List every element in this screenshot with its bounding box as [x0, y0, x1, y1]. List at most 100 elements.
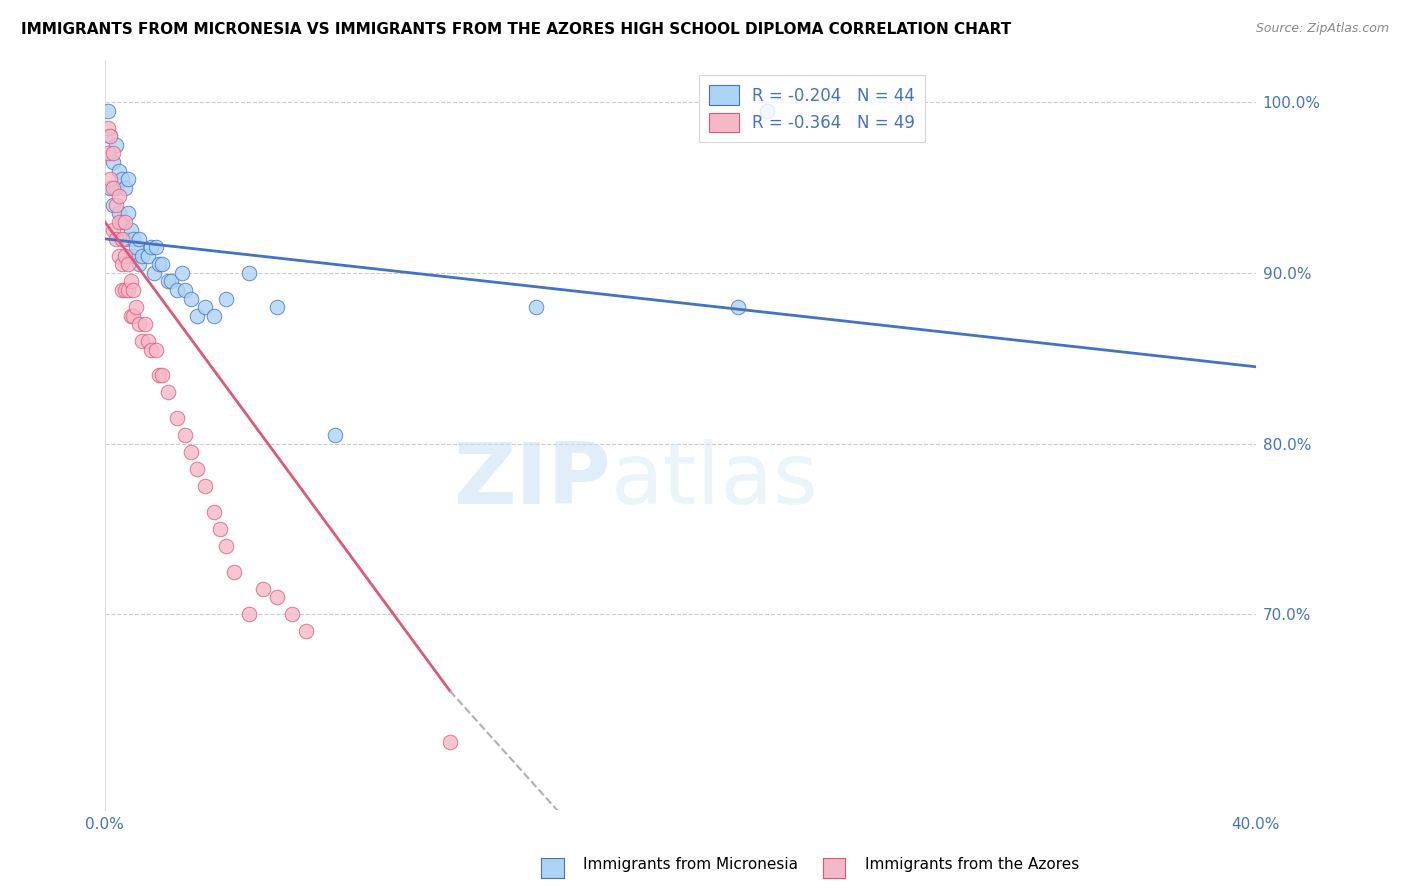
Point	[145, 240, 167, 254]
Point	[96, 120, 118, 135]
Point	[323, 428, 346, 442]
Point	[148, 257, 170, 271]
Point	[100, 129, 122, 144]
Point	[105, 137, 128, 152]
Point	[103, 155, 125, 169]
Point	[202, 309, 225, 323]
Point	[117, 257, 139, 271]
Text: Immigrants from the Azores: Immigrants from the Azores	[865, 857, 1078, 872]
Point	[111, 283, 134, 297]
Point	[103, 197, 125, 211]
Point	[131, 334, 153, 348]
Point	[114, 180, 136, 194]
Point	[524, 300, 547, 314]
Point	[117, 283, 139, 297]
Point	[103, 180, 125, 194]
Point	[111, 172, 134, 186]
Point	[100, 129, 122, 144]
Point	[125, 300, 148, 314]
Point	[108, 189, 131, 203]
Point	[100, 172, 122, 186]
Legend: R = -0.204   N = 44, R = -0.364   N = 49: R = -0.204 N = 44, R = -0.364 N = 49	[699, 76, 925, 143]
Point	[103, 223, 125, 237]
Point	[295, 624, 318, 639]
Point	[238, 266, 260, 280]
Point	[266, 300, 288, 314]
Point	[202, 505, 225, 519]
Point	[180, 445, 202, 459]
Point	[136, 334, 159, 348]
Point	[105, 197, 128, 211]
Point	[194, 300, 217, 314]
Point	[128, 257, 150, 271]
Text: ZIP: ZIP	[453, 439, 612, 522]
Point	[238, 607, 260, 622]
Point	[166, 411, 188, 425]
Point	[114, 232, 136, 246]
Point	[134, 317, 156, 331]
Point	[108, 215, 131, 229]
Point	[105, 232, 128, 246]
Point	[125, 240, 148, 254]
Point	[174, 428, 197, 442]
Point	[120, 275, 142, 289]
Point	[128, 317, 150, 331]
Point	[120, 309, 142, 323]
Point	[150, 257, 173, 271]
Point	[136, 249, 159, 263]
Point	[150, 368, 173, 383]
Point	[122, 283, 145, 297]
Point	[755, 103, 778, 118]
Point	[439, 735, 461, 749]
Point	[166, 283, 188, 297]
Point	[145, 343, 167, 357]
Point	[111, 257, 134, 271]
Text: atlas: atlas	[612, 439, 820, 522]
Point	[156, 385, 179, 400]
Point	[128, 232, 150, 246]
Point	[160, 275, 183, 289]
Point	[108, 163, 131, 178]
Point	[120, 223, 142, 237]
Point	[224, 565, 246, 579]
Point	[117, 172, 139, 186]
Point	[180, 292, 202, 306]
Point	[172, 266, 194, 280]
Point	[103, 146, 125, 161]
Point	[114, 283, 136, 297]
Point	[114, 249, 136, 263]
Point	[174, 283, 197, 297]
Point	[114, 215, 136, 229]
Text: IMMIGRANTS FROM MICRONESIA VS IMMIGRANTS FROM THE AZORES HIGH SCHOOL DIPLOMA COR: IMMIGRANTS FROM MICRONESIA VS IMMIGRANTS…	[21, 22, 1011, 37]
Point	[117, 206, 139, 220]
Point	[214, 292, 236, 306]
Point	[727, 300, 749, 314]
Point	[105, 180, 128, 194]
Point	[186, 309, 208, 323]
Point	[142, 266, 165, 280]
Point	[139, 343, 162, 357]
Text: Immigrants from Micronesia: Immigrants from Micronesia	[583, 857, 799, 872]
Point	[111, 215, 134, 229]
Point	[108, 206, 131, 220]
Point	[139, 240, 162, 254]
Point	[96, 103, 118, 118]
Point	[111, 232, 134, 246]
Text: Source: ZipAtlas.com: Source: ZipAtlas.com	[1256, 22, 1389, 36]
Point	[280, 607, 302, 622]
Point	[208, 522, 231, 536]
Point	[194, 479, 217, 493]
Point	[122, 309, 145, 323]
Point	[156, 275, 179, 289]
Point	[131, 249, 153, 263]
Point	[108, 249, 131, 263]
Point	[186, 462, 208, 476]
Point	[122, 232, 145, 246]
Point	[96, 146, 118, 161]
Point	[252, 582, 274, 596]
Point	[148, 368, 170, 383]
Point	[214, 539, 236, 553]
Point	[266, 590, 288, 604]
Point	[100, 180, 122, 194]
Point	[122, 249, 145, 263]
